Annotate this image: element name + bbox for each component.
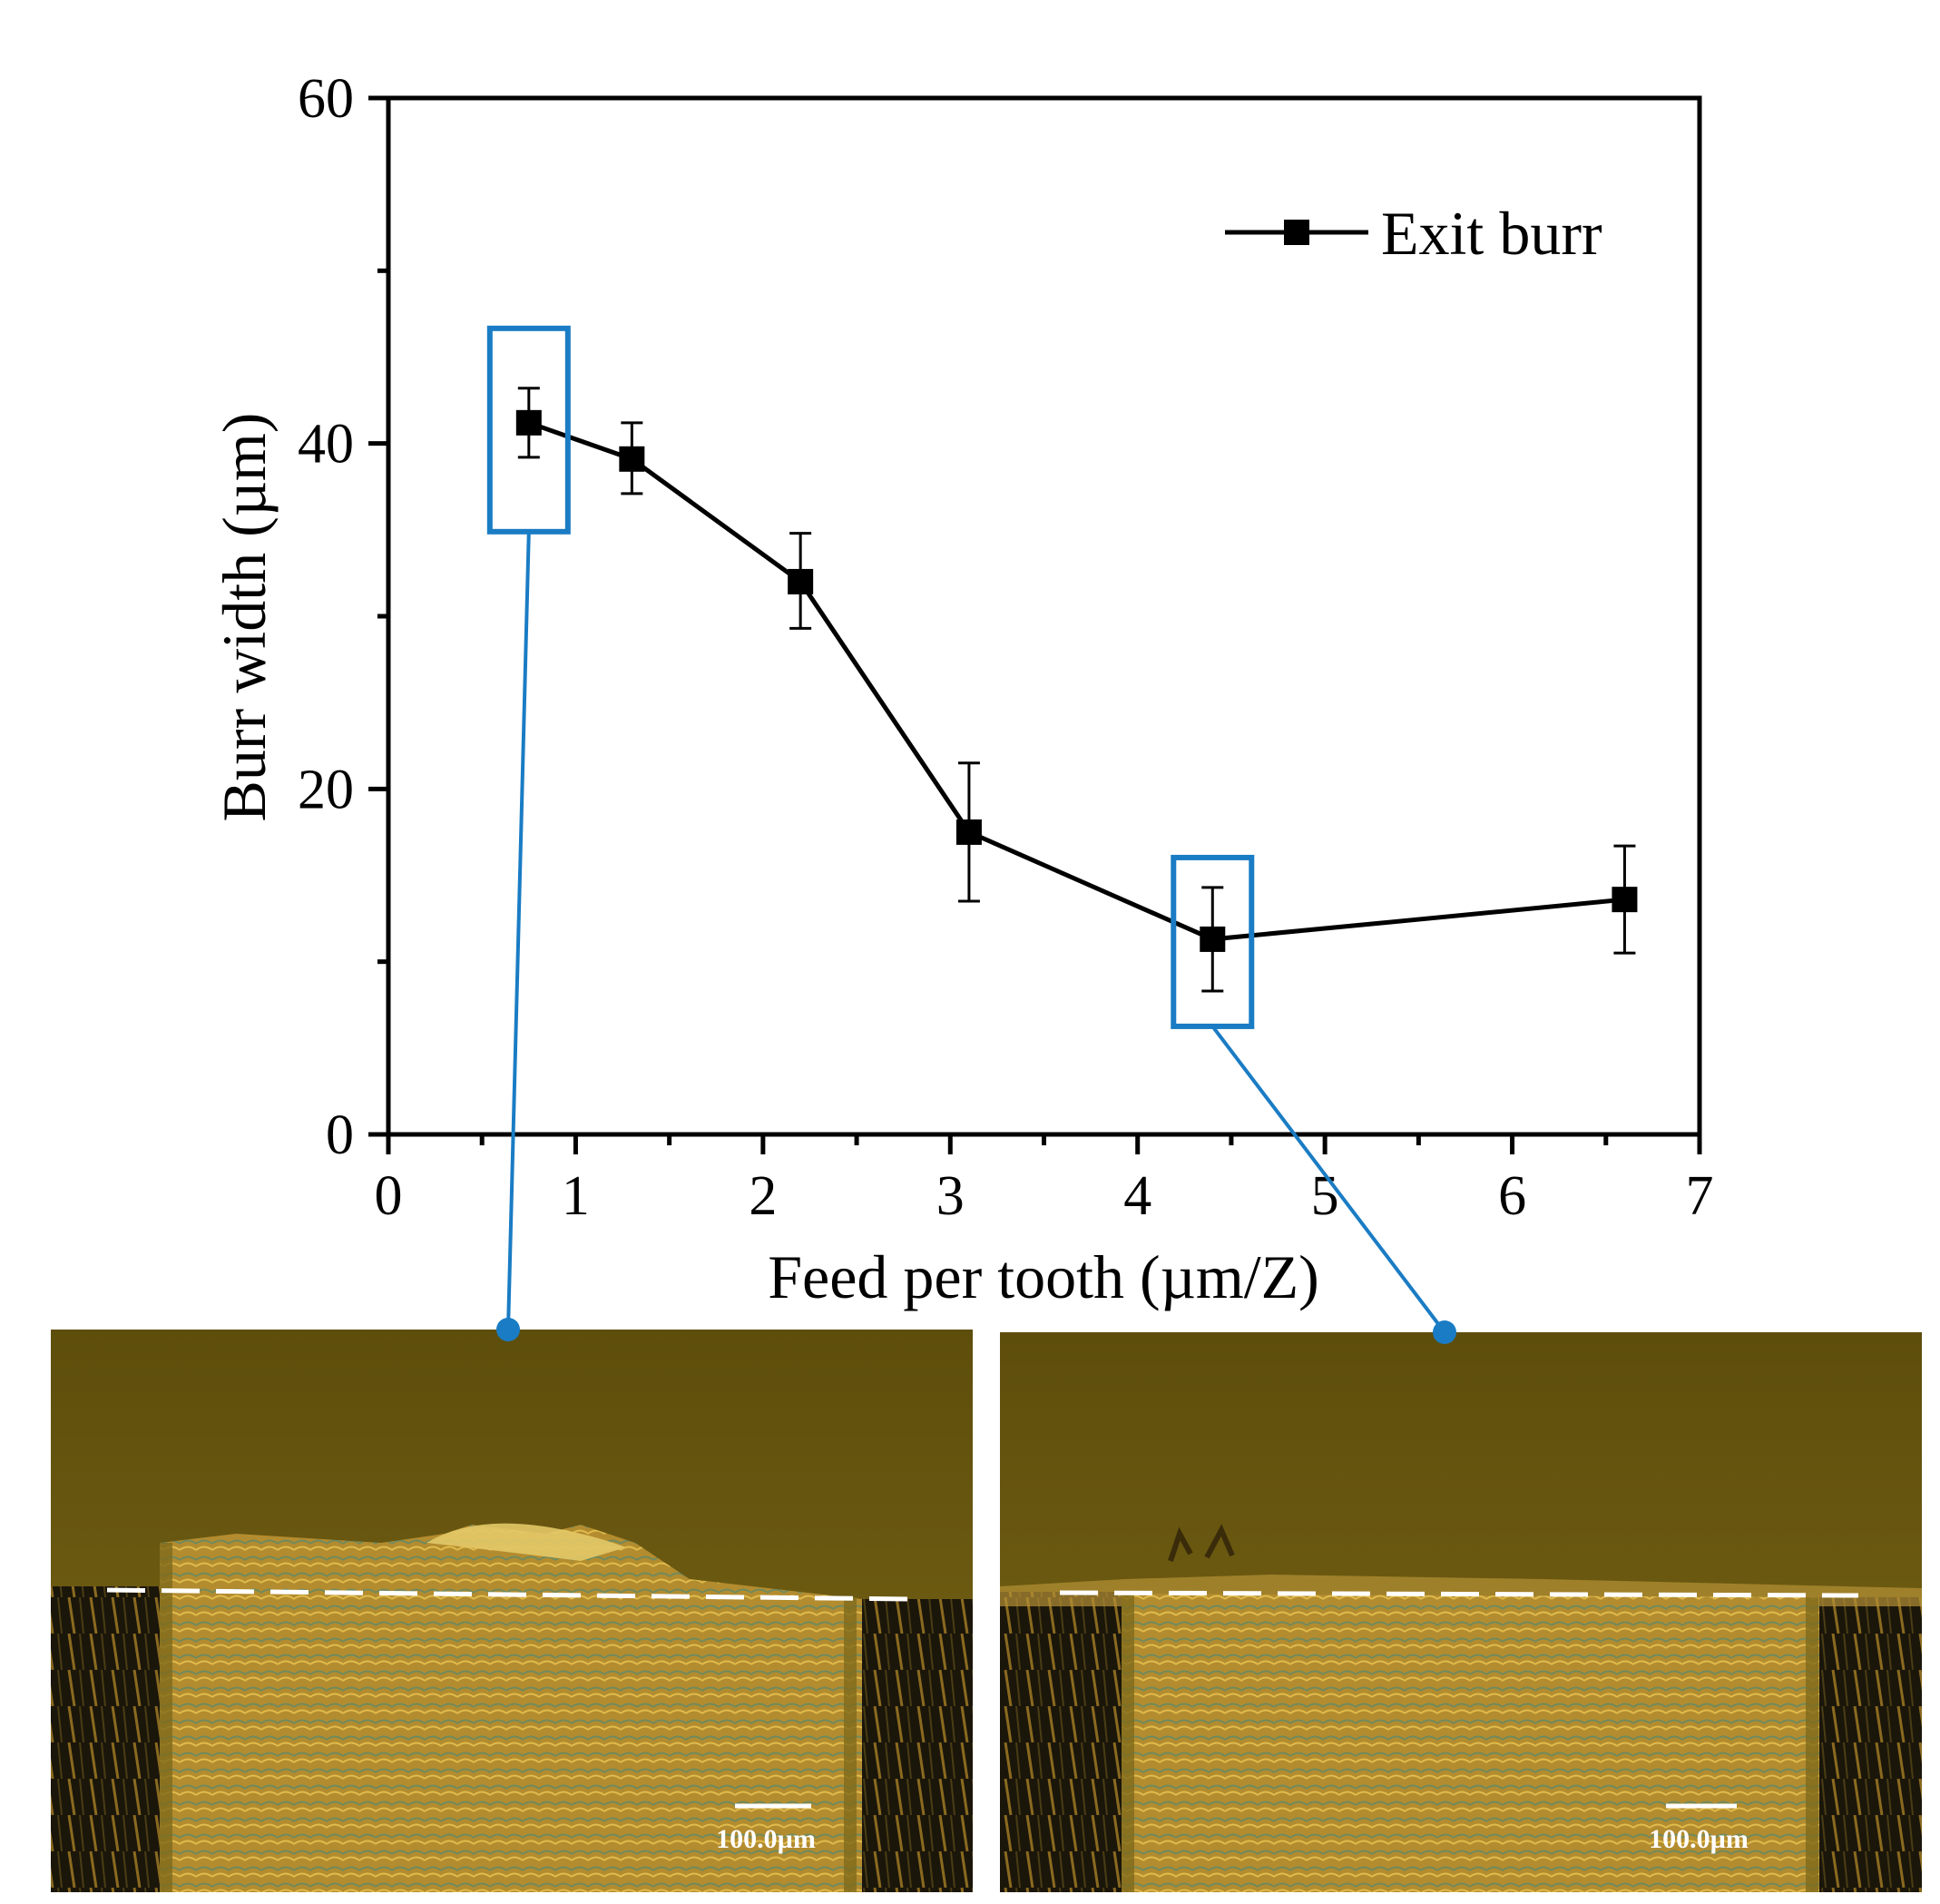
data-point [955,819,982,845]
x-tick-label: 2 [749,1165,777,1227]
data-point [1200,926,1226,952]
legend-marker [1284,220,1309,245]
micrograph-low-feed: 100.0µm [51,1330,973,1892]
x-tick-label: 1 [562,1165,590,1227]
callout-dot [1433,1320,1456,1344]
x-axis-title: Feed per tooth (µm/Z) [768,1242,1319,1311]
data-point [619,446,645,472]
x-tick-label: 0 [375,1165,403,1227]
y-axis-title: Burr width (µm) [210,413,279,822]
scale-bar-label: 100.0µm [716,1824,816,1854]
exit-edge-dashline [1059,1590,1859,1598]
highlight-callouts [486,325,1456,1344]
x-tick-label: 7 [1686,1165,1714,1227]
x-tick-label: 3 [936,1165,965,1227]
x-tick-label: 6 [1498,1165,1526,1227]
legend: Exit burr [1225,199,1602,268]
y-tick-label: 40 [298,414,354,476]
callout-line [1210,1025,1446,1334]
y-axis-tick-labels: 0 20 40 60 [298,68,354,1166]
micrograph-high-feed: 100.0µm [1000,1332,1922,1892]
callout-dot [496,1318,520,1341]
y-tick-label: 60 [298,68,354,130]
callout-line [506,531,531,1330]
y-axis-ticks [368,95,388,1137]
scale-bar-label: 100.0µm [1649,1824,1749,1854]
series-exit-burr [515,387,1638,993]
legend-label: Exit burr [1381,199,1602,268]
exit-edge-dashline [106,1587,910,1602]
y-tick-label: 20 [298,759,354,820]
x-axis-ticks [386,1134,1702,1154]
data-point [788,568,814,594]
y-tick-label: 0 [326,1104,354,1166]
data-point [1612,887,1638,913]
x-tick-label: 4 [1123,1165,1151,1227]
series-line [527,420,1625,942]
data-point [515,409,542,436]
